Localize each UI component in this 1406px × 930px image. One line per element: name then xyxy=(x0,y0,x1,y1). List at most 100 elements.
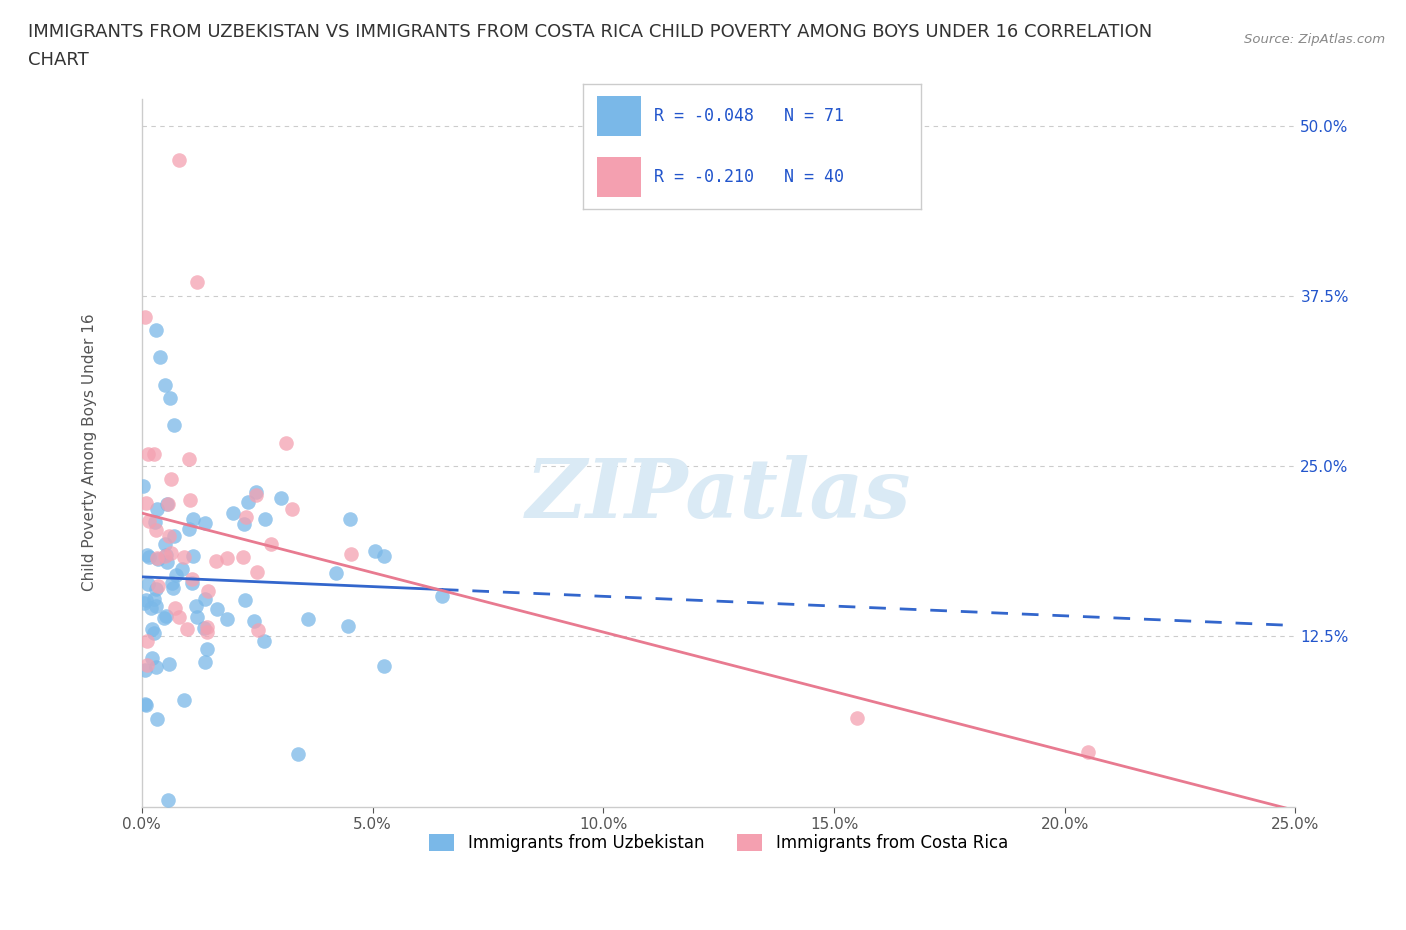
Bar xyxy=(598,156,641,197)
Point xyxy=(181,549,204,564)
Point xyxy=(141,622,163,637)
Point xyxy=(153,549,176,564)
Point xyxy=(173,692,195,707)
Point xyxy=(254,512,277,526)
Point xyxy=(152,611,174,626)
Bar xyxy=(598,96,641,137)
Point xyxy=(163,528,186,543)
Point xyxy=(153,537,176,551)
Point xyxy=(246,565,269,579)
Point xyxy=(195,619,218,634)
Point xyxy=(169,610,191,625)
Point xyxy=(156,554,179,569)
Point xyxy=(325,565,347,580)
Point xyxy=(364,544,387,559)
Point xyxy=(163,601,186,616)
Point xyxy=(183,512,205,526)
Point xyxy=(167,153,190,167)
Point xyxy=(139,600,162,615)
Point xyxy=(339,546,361,561)
Point xyxy=(135,592,157,607)
Point xyxy=(132,478,155,493)
Point xyxy=(194,655,217,670)
Point xyxy=(180,576,202,591)
Point xyxy=(373,549,395,564)
Point xyxy=(155,548,177,563)
Point xyxy=(176,621,198,636)
Point xyxy=(297,612,319,627)
Point xyxy=(136,547,159,562)
Point xyxy=(339,512,361,526)
Point xyxy=(138,514,160,529)
Point xyxy=(160,545,183,560)
Point xyxy=(155,608,177,623)
Point xyxy=(336,618,359,633)
Point xyxy=(186,609,208,624)
Point xyxy=(134,595,156,610)
Point xyxy=(162,576,184,591)
Point xyxy=(135,496,157,511)
Point xyxy=(846,711,869,725)
Text: R = -0.048   N = 71: R = -0.048 N = 71 xyxy=(654,107,845,126)
Point xyxy=(238,494,260,509)
Text: Child Poverty Among Boys Under 16: Child Poverty Among Boys Under 16 xyxy=(83,313,97,591)
Point xyxy=(146,712,169,727)
Legend: Immigrants from Uzbekistan, Immigrants from Costa Rica: Immigrants from Uzbekistan, Immigrants f… xyxy=(423,827,1015,858)
Point xyxy=(141,650,163,665)
Point xyxy=(281,501,304,516)
Point xyxy=(287,747,309,762)
Point xyxy=(179,522,201,537)
Point xyxy=(253,634,276,649)
Point xyxy=(245,487,267,502)
Point xyxy=(146,578,169,593)
Point xyxy=(159,391,181,405)
Point xyxy=(222,506,245,521)
Point xyxy=(157,657,180,671)
Point xyxy=(149,350,172,365)
Point xyxy=(195,642,218,657)
Text: ZIPatlas: ZIPatlas xyxy=(526,455,911,535)
Point xyxy=(145,599,167,614)
Point xyxy=(142,592,165,607)
Point xyxy=(217,551,239,565)
Point xyxy=(165,567,187,582)
Point xyxy=(180,572,202,587)
Point xyxy=(145,323,167,338)
Point xyxy=(170,562,193,577)
Point xyxy=(184,598,207,613)
Point xyxy=(145,581,167,596)
Text: R = -0.210   N = 40: R = -0.210 N = 40 xyxy=(654,167,845,186)
Point xyxy=(274,436,297,451)
Point xyxy=(135,658,157,672)
Point xyxy=(247,623,270,638)
Point xyxy=(159,472,181,486)
Point xyxy=(143,514,166,529)
Point xyxy=(215,612,238,627)
Point xyxy=(233,592,256,607)
Point xyxy=(156,497,179,512)
Point xyxy=(270,491,292,506)
Text: CHART: CHART xyxy=(28,51,89,69)
Point xyxy=(134,697,156,711)
Point xyxy=(145,660,167,675)
Point xyxy=(194,516,217,531)
Point xyxy=(163,418,186,432)
Point xyxy=(136,577,159,591)
Point xyxy=(157,497,180,512)
Point xyxy=(134,310,156,325)
Point xyxy=(142,626,165,641)
Point xyxy=(243,614,266,629)
Point xyxy=(194,591,217,606)
Text: Source: ZipAtlas.com: Source: ZipAtlas.com xyxy=(1244,33,1385,46)
Point xyxy=(136,633,159,648)
Point xyxy=(157,528,180,543)
Point xyxy=(156,792,179,807)
Point xyxy=(153,378,176,392)
Text: IMMIGRANTS FROM UZBEKISTAN VS IMMIGRANTS FROM COSTA RICA CHILD POVERTY AMONG BOY: IMMIGRANTS FROM UZBEKISTAN VS IMMIGRANTS… xyxy=(28,23,1153,41)
Point xyxy=(204,554,226,569)
Point xyxy=(205,602,228,617)
Point xyxy=(195,624,218,639)
Point xyxy=(193,621,215,636)
Point xyxy=(232,550,254,565)
Point xyxy=(430,589,453,604)
